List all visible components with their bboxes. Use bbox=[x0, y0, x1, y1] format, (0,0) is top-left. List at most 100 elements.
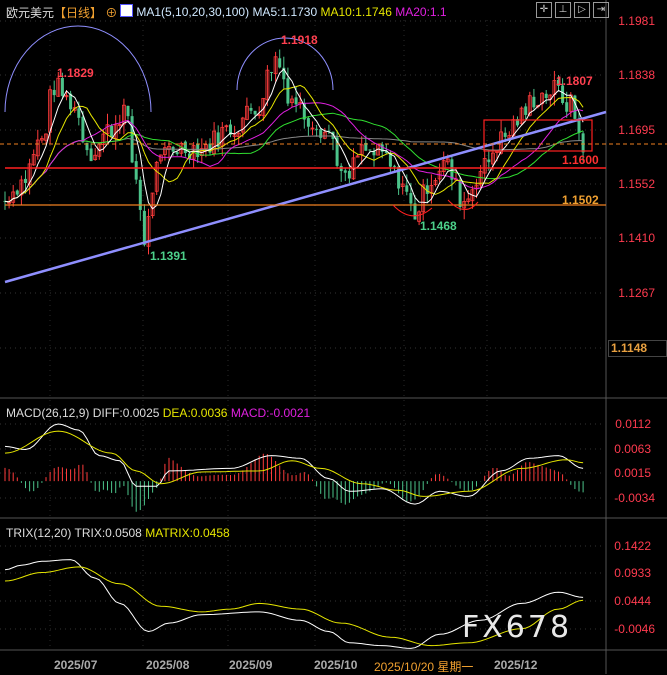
candle-body bbox=[278, 58, 282, 68]
arc-annotation bbox=[236, 37, 334, 91]
candle-body bbox=[196, 143, 200, 158]
candle-body bbox=[203, 144, 208, 150]
ma-indicator[interactable]: MA1(5,10,20,30,100) bbox=[136, 5, 250, 19]
bottom-arc bbox=[392, 204, 433, 217]
candle-body bbox=[15, 190, 19, 195]
macd-dea-line bbox=[4, 430, 584, 497]
candle-body bbox=[11, 191, 16, 203]
macd-tick: 0.0063 bbox=[614, 442, 651, 456]
candle-body bbox=[142, 210, 146, 245]
candle-body bbox=[322, 131, 327, 139]
date-tick: 2025/09 bbox=[229, 658, 273, 672]
symbol-title: 欧元美元【日线】 ⊕ bbox=[6, 6, 118, 20]
candle-body bbox=[319, 129, 323, 138]
play-icon[interactable]: ▷ bbox=[574, 2, 590, 18]
candle-body bbox=[364, 142, 368, 151]
candle-body bbox=[445, 158, 450, 163]
candle-body bbox=[85, 142, 89, 151]
candle-body bbox=[138, 179, 142, 210]
trix-tick: 0.0933 bbox=[614, 566, 651, 580]
candle-body bbox=[265, 69, 270, 101]
next-icon[interactable]: ⇥ bbox=[593, 2, 609, 18]
candle-body bbox=[487, 159, 491, 163]
candle-body bbox=[331, 131, 335, 139]
candle-body bbox=[101, 133, 106, 145]
candle-body bbox=[31, 154, 36, 166]
candle-body bbox=[532, 96, 536, 108]
candle-body bbox=[397, 166, 401, 189]
candle-body bbox=[388, 153, 392, 167]
candle-body bbox=[519, 107, 524, 125]
candle-body bbox=[52, 89, 56, 96]
candle-body bbox=[216, 132, 220, 147]
candle-body bbox=[302, 103, 306, 120]
candle-body bbox=[175, 152, 179, 155]
candle-body bbox=[441, 160, 446, 172]
candle-body bbox=[335, 137, 339, 166]
candle-body bbox=[516, 119, 519, 126]
price-tick: 1.1410 bbox=[618, 231, 655, 245]
candle-body bbox=[24, 178, 27, 183]
candle-body bbox=[89, 148, 93, 162]
candle-body bbox=[232, 134, 237, 137]
candle-body bbox=[581, 133, 585, 153]
macd-tick: -0.0034 bbox=[614, 491, 655, 505]
candle-body bbox=[56, 77, 61, 97]
range-icon[interactable]: ⊥ bbox=[555, 2, 571, 18]
ma20-line bbox=[4, 102, 584, 203]
ma5-line bbox=[4, 68, 584, 210]
matrix-line bbox=[4, 566, 584, 647]
candle-body bbox=[244, 105, 249, 120]
candle-body bbox=[343, 170, 347, 173]
candle-body bbox=[282, 67, 286, 80]
candle-body bbox=[72, 107, 77, 111]
candle-body bbox=[372, 151, 376, 156]
candle-body bbox=[310, 127, 315, 130]
candle-body bbox=[126, 105, 130, 117]
candle-body bbox=[577, 118, 581, 133]
price-tick: 1.1981 bbox=[618, 14, 655, 28]
candle-body bbox=[212, 130, 217, 154]
candle-body bbox=[158, 154, 163, 162]
toolbar: ✛ ⊥ ▷ ⇥ bbox=[536, 2, 609, 18]
candle-body bbox=[117, 124, 122, 126]
candle-body bbox=[417, 211, 422, 222]
crosshair-date: 2025/10/20 星期一 bbox=[374, 660, 474, 674]
candle-body bbox=[327, 130, 331, 132]
highlight-box bbox=[483, 119, 593, 152]
candle-body bbox=[355, 155, 360, 158]
arc-annotation bbox=[4, 25, 152, 113]
macd-tick: 0.0112 bbox=[615, 417, 651, 431]
candle-body bbox=[294, 97, 298, 105]
macd-tick: 0.0015 bbox=[614, 466, 651, 480]
candle-body bbox=[409, 193, 413, 204]
candle-body bbox=[482, 158, 487, 174]
candle-body bbox=[208, 143, 212, 153]
candle-body bbox=[236, 132, 241, 138]
candle-body bbox=[150, 192, 155, 216]
candle-body bbox=[393, 165, 396, 167]
candle-body bbox=[105, 124, 110, 134]
candle-body bbox=[421, 184, 426, 213]
date-tick: 2025/08 bbox=[146, 658, 190, 672]
candle-body bbox=[44, 133, 48, 141]
candle-body bbox=[270, 72, 273, 74]
candle-body bbox=[154, 161, 159, 192]
candle-body bbox=[544, 93, 548, 99]
date-tick: 2025/12 bbox=[494, 658, 538, 672]
trendline bbox=[4, 110, 607, 284]
settings-icon[interactable]: ⊕ bbox=[105, 6, 118, 20]
crosshair-icon[interactable]: ✛ bbox=[536, 2, 552, 18]
low-label: 1.1391 bbox=[150, 249, 187, 263]
candle-body bbox=[466, 198, 471, 202]
candle-body bbox=[183, 141, 187, 153]
candle-body bbox=[384, 150, 388, 153]
candle-body bbox=[400, 183, 405, 188]
candle-body bbox=[40, 138, 44, 141]
candle-body bbox=[503, 132, 507, 137]
candle-body bbox=[433, 180, 438, 185]
candle-body bbox=[315, 128, 319, 130]
candle-body bbox=[450, 159, 454, 180]
candle-body bbox=[81, 116, 85, 143]
